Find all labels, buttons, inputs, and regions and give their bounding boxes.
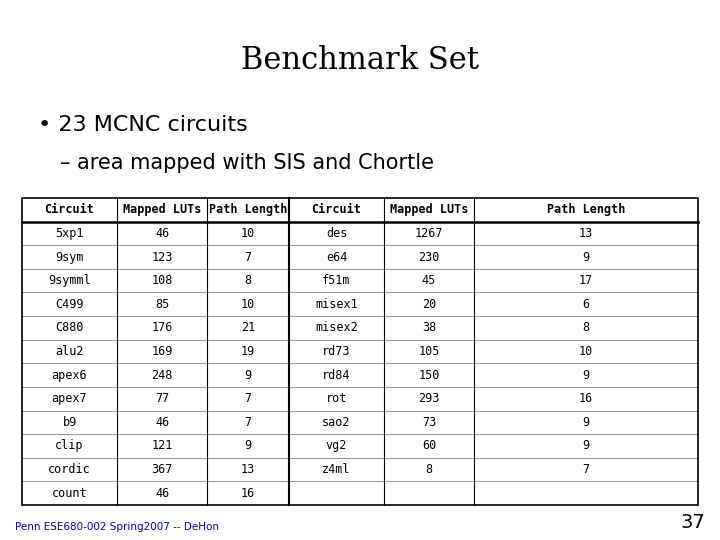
Text: 73: 73	[422, 416, 436, 429]
Text: 121: 121	[151, 440, 173, 453]
Text: 169: 169	[151, 345, 173, 358]
Text: 108: 108	[151, 274, 173, 287]
Text: 7: 7	[244, 251, 251, 264]
Text: 5xp1: 5xp1	[55, 227, 84, 240]
Text: 9symml: 9symml	[48, 274, 91, 287]
Text: sao2: sao2	[323, 416, 351, 429]
Text: 77: 77	[155, 392, 169, 405]
Text: 60: 60	[422, 440, 436, 453]
Text: count: count	[52, 487, 87, 500]
Text: b9: b9	[63, 416, 76, 429]
Text: • 23 MCNC circuits: • 23 MCNC circuits	[38, 115, 248, 135]
Text: Benchmark Set: Benchmark Set	[241, 45, 479, 76]
Text: 38: 38	[422, 321, 436, 334]
Text: 7: 7	[244, 416, 251, 429]
Text: 6: 6	[582, 298, 590, 310]
Text: misex1: misex1	[315, 298, 358, 310]
Text: 123: 123	[151, 251, 173, 264]
Text: Mapped LUTs: Mapped LUTs	[123, 203, 201, 217]
Text: 9: 9	[244, 369, 251, 382]
Text: 1267: 1267	[415, 227, 444, 240]
Text: 45: 45	[422, 274, 436, 287]
Text: misex2: misex2	[315, 321, 358, 334]
Text: rd84: rd84	[323, 369, 351, 382]
Text: 8: 8	[426, 463, 433, 476]
Text: C499: C499	[55, 298, 84, 310]
Text: cordic: cordic	[48, 463, 91, 476]
Text: Path Length: Path Length	[546, 203, 625, 217]
Text: 16: 16	[241, 487, 255, 500]
Text: vg2: vg2	[326, 440, 347, 453]
Text: apex6: apex6	[52, 369, 87, 382]
Text: alu2: alu2	[55, 345, 84, 358]
Text: 8: 8	[582, 321, 590, 334]
Text: 10: 10	[579, 345, 593, 358]
Bar	[22, 198, 698, 505]
Text: Circuit: Circuit	[45, 203, 94, 217]
Text: 46: 46	[155, 227, 169, 240]
Text: 10: 10	[241, 227, 255, 240]
Text: Mapped LUTs: Mapped LUTs	[390, 203, 468, 217]
Text: Circuit: Circuit	[312, 203, 361, 217]
Text: 13: 13	[241, 463, 255, 476]
Text: 10: 10	[241, 298, 255, 310]
Text: e64: e64	[326, 251, 347, 264]
Text: 9: 9	[582, 440, 590, 453]
Text: 13: 13	[579, 227, 593, 240]
Text: 46: 46	[155, 487, 169, 500]
Text: C880: C880	[55, 321, 84, 334]
Text: apex7: apex7	[52, 392, 87, 405]
Text: 19: 19	[241, 345, 255, 358]
Text: 37: 37	[680, 513, 705, 532]
Text: 7: 7	[582, 463, 590, 476]
Text: 85: 85	[155, 298, 169, 310]
Text: rd73: rd73	[323, 345, 351, 358]
Text: 46: 46	[155, 416, 169, 429]
Text: 105: 105	[418, 345, 440, 358]
Text: z4ml: z4ml	[323, 463, 351, 476]
Text: clip: clip	[55, 440, 84, 453]
Text: 9sym: 9sym	[55, 251, 84, 264]
Text: 17: 17	[579, 274, 593, 287]
Text: 9: 9	[582, 251, 590, 264]
Text: 230: 230	[418, 251, 440, 264]
Text: – area mapped with SIS and Chortle: – area mapped with SIS and Chortle	[60, 153, 434, 173]
Text: 248: 248	[151, 369, 173, 382]
Text: 16: 16	[579, 392, 593, 405]
Text: 8: 8	[244, 274, 251, 287]
Text: 367: 367	[151, 463, 173, 476]
Text: 9: 9	[582, 416, 590, 429]
Text: 150: 150	[418, 369, 440, 382]
Text: 9: 9	[244, 440, 251, 453]
Text: 293: 293	[418, 392, 440, 405]
Text: 20: 20	[422, 298, 436, 310]
Text: 176: 176	[151, 321, 173, 334]
Text: 21: 21	[241, 321, 255, 334]
Text: Penn ESE680-002 Spring2007 -- DeHon: Penn ESE680-002 Spring2007 -- DeHon	[15, 522, 219, 532]
Text: rot: rot	[326, 392, 347, 405]
Text: 9: 9	[582, 369, 590, 382]
Text: Path Length: Path Length	[209, 203, 287, 217]
Text: 7: 7	[244, 392, 251, 405]
Text: f51m: f51m	[323, 274, 351, 287]
Text: des: des	[326, 227, 347, 240]
